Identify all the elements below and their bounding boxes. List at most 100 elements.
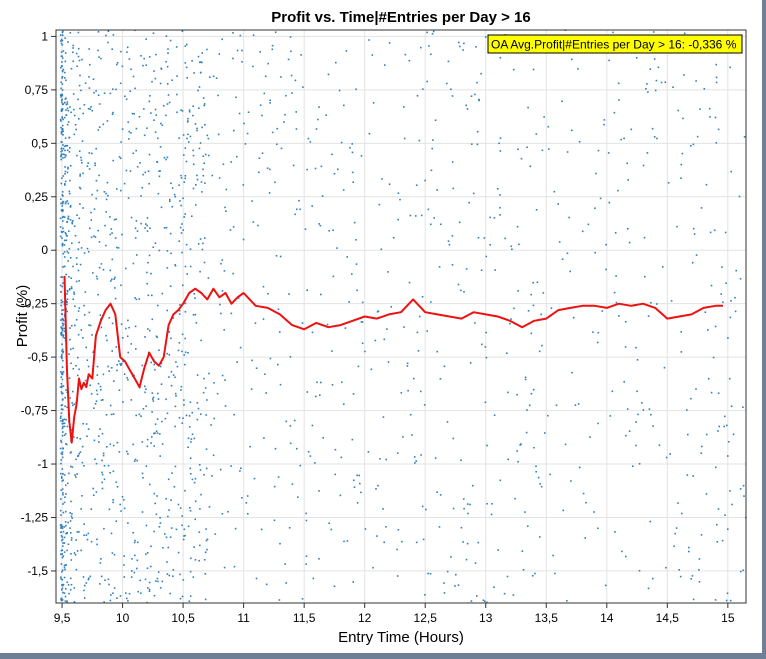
scatter-point xyxy=(178,342,181,344)
scatter-point xyxy=(232,57,234,60)
scatter-point xyxy=(397,218,399,221)
scatter-point xyxy=(147,170,150,172)
scatter-point xyxy=(360,491,362,494)
scatter-point xyxy=(280,147,283,150)
scatter-point xyxy=(692,143,695,146)
scatter-point xyxy=(224,206,226,209)
scatter-point xyxy=(156,418,159,420)
y-tick-label: 0,25 xyxy=(25,190,49,204)
scatter-point xyxy=(695,80,697,82)
scatter-point xyxy=(90,236,93,239)
chart-title: Profit vs. Time|#Entries per Day > 16 xyxy=(271,9,530,26)
scatter-point xyxy=(176,93,178,96)
scatter-point xyxy=(60,598,62,600)
scatter-point xyxy=(136,166,139,168)
scatter-point xyxy=(658,444,661,446)
scatter-point xyxy=(411,434,413,436)
scatter-point xyxy=(474,562,477,564)
scatter-point xyxy=(144,578,147,581)
scatter-point xyxy=(163,227,166,229)
scatter-point xyxy=(109,404,112,407)
scatter-point xyxy=(61,61,63,63)
scatter-point xyxy=(186,137,188,140)
scatter-point xyxy=(130,399,133,401)
scatter-point xyxy=(86,538,89,541)
scatter-point xyxy=(654,89,657,92)
scatter-point xyxy=(512,68,515,71)
scatter-point xyxy=(250,388,253,390)
scatter-point xyxy=(269,102,271,104)
scatter-point xyxy=(111,258,114,261)
scatter-point xyxy=(101,481,103,484)
scatter-point xyxy=(662,266,664,268)
scatter-point xyxy=(167,515,169,518)
scatter-point xyxy=(60,535,63,537)
scatter-point xyxy=(64,77,66,79)
scatter-point xyxy=(204,573,207,575)
scatter-point xyxy=(60,276,62,278)
scatter-point xyxy=(160,122,162,125)
scatter-point xyxy=(320,165,323,168)
scatter-point xyxy=(61,309,63,312)
scatter-point xyxy=(690,578,692,580)
scatter-point xyxy=(72,220,74,222)
scatter-point xyxy=(111,322,114,325)
scatter-point xyxy=(165,61,167,63)
scatter-point xyxy=(119,363,121,365)
scatter-point xyxy=(721,266,723,268)
scatter-point xyxy=(166,156,169,159)
profit-average-line xyxy=(63,275,723,444)
scatter-point xyxy=(60,55,63,57)
scatter-point xyxy=(607,152,610,154)
scatter-point xyxy=(726,424,728,427)
scatter-point xyxy=(251,200,253,202)
x-tick-label: 11,5 xyxy=(293,611,316,625)
scatter-point xyxy=(705,433,708,436)
scatter-point xyxy=(116,441,119,444)
scatter-point xyxy=(180,204,182,207)
scatter-point xyxy=(154,432,156,434)
scatter-point xyxy=(172,374,175,376)
scatter-point xyxy=(74,124,77,126)
scatter-point xyxy=(70,348,72,351)
scatter-point xyxy=(64,202,67,205)
scatter-point xyxy=(484,36,487,38)
scatter-point xyxy=(566,252,569,255)
scatter-point xyxy=(63,551,66,553)
scatter-point xyxy=(582,492,585,495)
scatter-point xyxy=(199,270,201,273)
scatter-point xyxy=(643,236,646,239)
scatter-point xyxy=(258,171,260,174)
scatter-point xyxy=(127,600,129,602)
scatter-point xyxy=(202,168,204,171)
scatter-point xyxy=(162,547,164,549)
scatter-point xyxy=(221,374,224,377)
scatter-point xyxy=(64,180,67,183)
scatter-point xyxy=(345,50,348,52)
scatter-point xyxy=(183,399,185,401)
scatter-point xyxy=(320,381,322,384)
scatter-point xyxy=(729,599,732,602)
scatter-point xyxy=(647,315,650,317)
scatter-point xyxy=(73,601,76,603)
scatter-point xyxy=(184,489,186,492)
scatter-point xyxy=(612,31,614,34)
x-tick-label: 13,5 xyxy=(535,611,559,625)
scatter-point xyxy=(117,247,120,249)
scatter-point xyxy=(62,418,64,421)
scatter-point xyxy=(61,348,64,351)
scatter-point xyxy=(110,280,112,282)
scatter-point xyxy=(90,393,93,395)
scatter-point xyxy=(351,438,354,441)
scatter-point xyxy=(61,77,63,79)
scatter-point xyxy=(70,537,73,539)
scatter-point xyxy=(252,65,254,68)
scatter-point xyxy=(62,282,64,284)
scatter-point xyxy=(307,451,310,453)
scatter-point xyxy=(174,465,177,468)
scatter-point xyxy=(213,417,216,420)
scatter-point xyxy=(481,343,483,346)
scatter-point xyxy=(682,117,684,120)
scatter-point xyxy=(68,190,71,193)
scatter-point xyxy=(397,529,400,531)
